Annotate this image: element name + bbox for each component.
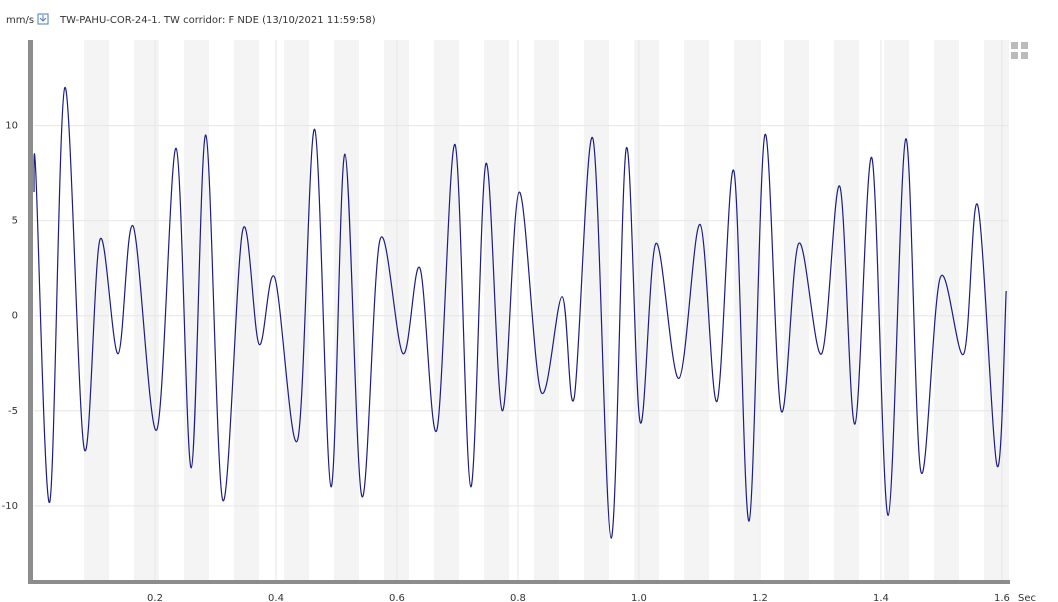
x-tick-label: 1.4	[873, 593, 889, 602]
zoom-icon[interactable]	[1011, 42, 1028, 59]
stripe	[434, 40, 459, 580]
stripe	[834, 40, 859, 580]
chart-title: TW-PAHU-COR-24-1. TW corridor: F NDE (13…	[59, 15, 376, 26]
stripe	[884, 40, 909, 580]
stripe	[984, 40, 1009, 580]
stripe	[584, 40, 609, 580]
x-tick-label: 0.2	[147, 593, 163, 602]
stripe	[634, 40, 659, 580]
y-tick-label: 0	[12, 311, 18, 322]
x-tick-label: 0.6	[389, 593, 405, 602]
stripe	[84, 40, 109, 580]
export-icon[interactable]	[37, 13, 49, 25]
x-tick-label: 1.2	[752, 593, 768, 602]
x-tick-label: 1.6	[994, 593, 1010, 602]
x-tick-label: 1.0	[631, 593, 647, 602]
y-axis-unit: mm/s	[6, 15, 34, 26]
y-tick-label: -5	[8, 406, 18, 417]
x-tick-label: 0.8	[510, 593, 526, 602]
stripe	[534, 40, 559, 580]
stripe	[684, 40, 709, 580]
stripe	[784, 40, 809, 580]
waveform-line	[33, 86, 1007, 539]
stripe	[484, 40, 509, 580]
x-axis-bar	[28, 580, 1010, 584]
stripe	[184, 40, 209, 580]
y-tick-label: 5	[12, 216, 18, 227]
stripe	[234, 40, 259, 580]
x-tick-label: 0.4	[268, 593, 284, 602]
y-axis-bar	[28, 40, 33, 582]
stripe	[934, 40, 959, 580]
y-tick-label: -10	[2, 501, 18, 512]
y-tick-label: 10	[5, 121, 18, 132]
x-axis-unit: Sec	[1018, 593, 1036, 602]
